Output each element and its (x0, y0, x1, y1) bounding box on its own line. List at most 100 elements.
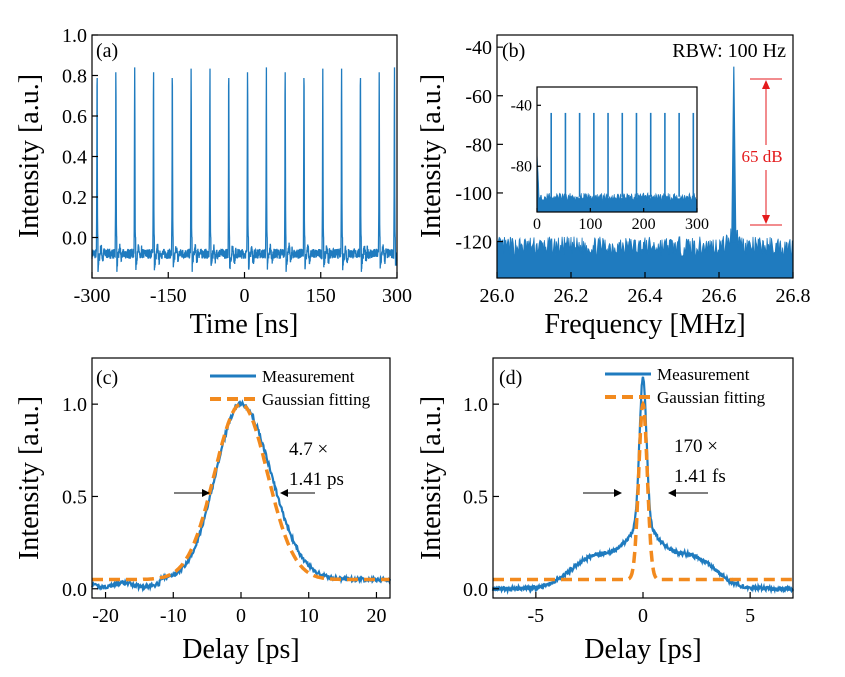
panel-a-ytick-label: 1.0 (62, 25, 87, 47)
panel-c-legend: Measurement Gaussian fitting (210, 367, 371, 409)
gaussian-fit-trace (493, 400, 793, 582)
panel-b-ytick-label: -100 (455, 183, 492, 205)
panel-c-label: (c) (96, 367, 118, 389)
legend-fit-label: Gaussian fitting (262, 390, 371, 409)
panel-a-xtick-label: 300 (382, 285, 412, 307)
panel-b-label: (b) (502, 40, 525, 62)
panel-d-label: (d) (499, 367, 522, 389)
panel-c-arrowhead-right (280, 489, 288, 497)
panel-d-ytick-label: 0.5 (463, 486, 488, 508)
panel-b-ticks: 26.0 26.2 26.4 26.6 26.8 -40 -60 -80 -100 -120 (455, 37, 810, 307)
panel-d-xtick-label: -5 (528, 605, 545, 627)
panel-a: -300 -150 0 150 300 1.0 0.8 0.6 0.4 0.2 0.0 (a) Ti… (14, 25, 412, 340)
panel-b-xtick-label: 26.6 (702, 285, 737, 307)
panel-b-xlabel: Frequency [MHz] (544, 309, 745, 340)
panel-c-xlabel: Delay [ps] (182, 634, 299, 665)
rbw-annotation: RBW: 100 Hz (672, 40, 786, 62)
panel-d-xtick-label: 0 (638, 605, 648, 627)
panel-d-ticks: -5 0 5 1.0 0.5 0.0 (463, 394, 755, 627)
panel-d-fwhm-arrows (583, 489, 708, 497)
panel-a-xtick-label: 150 (306, 285, 336, 307)
panel-b: 26.0 26.2 26.4 26.6 26.8 -40 -60 -80 -100 -120 (b… (416, 34, 811, 340)
panel-a-frame (91, 34, 398, 279)
inset-ytick-label: -80 (511, 158, 532, 175)
inset-xtick-label: 0 (533, 216, 541, 233)
panel-d-xlabel: Delay [ps] (584, 634, 701, 665)
panel-c-xtick-label: 0 (236, 605, 246, 627)
panel-d-legend: Measurement Gaussian fitting (605, 365, 766, 407)
inset-bg (537, 87, 697, 212)
rf-fundamental-peak (731, 66, 737, 243)
snr-arrowhead-down (762, 215, 770, 224)
legend-measurement-label: Measurement (262, 367, 355, 386)
panel-c-fwhm-line2: 1.41 ps (289, 469, 344, 490)
panel-d-data (491, 376, 795, 595)
panel-b-xtick-label: 26.2 (554, 285, 589, 307)
panel-a-ytick-label: 0.0 (62, 228, 87, 250)
panel-b-ylabel: Intensity [a.u.] (416, 74, 447, 238)
panel-c-data (91, 399, 392, 593)
inset-noise-floor (536, 150, 698, 213)
panel-c-xtick-label: -10 (160, 605, 187, 627)
panel-a-xlabel: Time [ns] (190, 309, 299, 340)
panel-c-fwhm-arrows (174, 489, 315, 497)
panel-c-xtick-label: 20 (366, 605, 386, 627)
panel-a-ytick-label: 0.2 (62, 187, 87, 209)
panel-d-ylabel: Intensity [a.u.] (416, 396, 447, 560)
panel-d-fwhm-line1: 170 × (674, 436, 718, 457)
panel-b-xtick-label: 26.4 (628, 285, 663, 307)
legend-fit-label: Gaussian fitting (657, 388, 766, 407)
panel-c-ticks: -20 -10 0 10 20 1.0 0.5 0.0 (62, 394, 386, 627)
panel-a-ylabel: Intensity [a.u.] (14, 74, 45, 238)
panel-d-arrowhead-right (668, 489, 676, 497)
panel-a-ticks: -300 -150 0 150 300 1.0 0.8 0.6 0.4 0.2 0.0 (62, 25, 412, 307)
panel-d-ytick-label: 0.0 (463, 579, 488, 601)
snr-label-bg (736, 145, 788, 167)
inset-xtick-label: 300 (685, 216, 709, 233)
inset-ticks: 0 100 200 300 -40 -80 (511, 97, 709, 233)
inset-xtick-label: 100 (578, 216, 602, 233)
inset-xtick-label: 200 (632, 216, 656, 233)
panel-b-ytick-label: -80 (465, 134, 492, 156)
panel-b-inset: 0 100 200 300 -40 -80 (511, 86, 709, 233)
rf-noise-floor (496, 220, 794, 279)
panel-a-ytick-label: 0.6 (62, 106, 87, 128)
panel-c-arrowhead-left (202, 489, 210, 497)
panel-d-ytick-label: 1.0 (463, 394, 488, 416)
panel-a-xtick-label: -150 (150, 285, 187, 307)
panel-b-ytick-label: -120 (455, 232, 492, 254)
legend-measurement-label: Measurement (657, 365, 750, 384)
panel-c-fwhm-line1: 4.7 × (289, 439, 328, 460)
panel-b-xtick-label: 26.0 (480, 285, 515, 307)
gaussian-fit-trace (92, 402, 390, 582)
panel-c-xtick-label: 10 (299, 605, 319, 627)
inset-frame (536, 86, 698, 213)
panel-a-data (91, 67, 398, 272)
panel-c-xtick-label: -20 (92, 605, 119, 627)
snr-label: 65 dB (741, 147, 782, 166)
panel-c: -20 -10 0 10 20 1.0 0.5 0.0 (c) Measurement Gau… (14, 357, 392, 665)
snr-marker: 65 dB (736, 78, 788, 226)
measurement-trace (91, 399, 392, 593)
panel-a-ytick-label: 0.4 (62, 147, 87, 169)
inset-ytick-label: -40 (511, 97, 532, 114)
panel-d-fwhm-line2: 1.41 fs (674, 466, 726, 487)
panel-a-ytick-label: 0.8 (62, 66, 87, 88)
panel-b-data (496, 66, 794, 279)
panel-c-ytick-label: 1.0 (62, 394, 87, 416)
snr-arrowhead-up (762, 80, 770, 89)
panel-d-xtick-label: 5 (745, 605, 755, 627)
panel-a-xtick-label: -300 (74, 285, 111, 307)
panel-b-xtick-label: 26.8 (776, 285, 811, 307)
pulse-train-trace (91, 67, 398, 272)
panel-a-label: (a) (96, 40, 118, 62)
panel-b-ytick-label: -40 (465, 37, 492, 59)
panel-c-ytick-label: 0.5 (62, 486, 87, 508)
panel-a-xtick-label: 0 (240, 285, 250, 307)
panel-c-ylabel: Intensity [a.u.] (14, 396, 45, 560)
measurement-trace (491, 376, 795, 595)
panel-c-ytick-label: 0.0 (62, 579, 87, 601)
panel-d-arrowhead-left (614, 489, 622, 497)
inset-data (536, 112, 698, 213)
